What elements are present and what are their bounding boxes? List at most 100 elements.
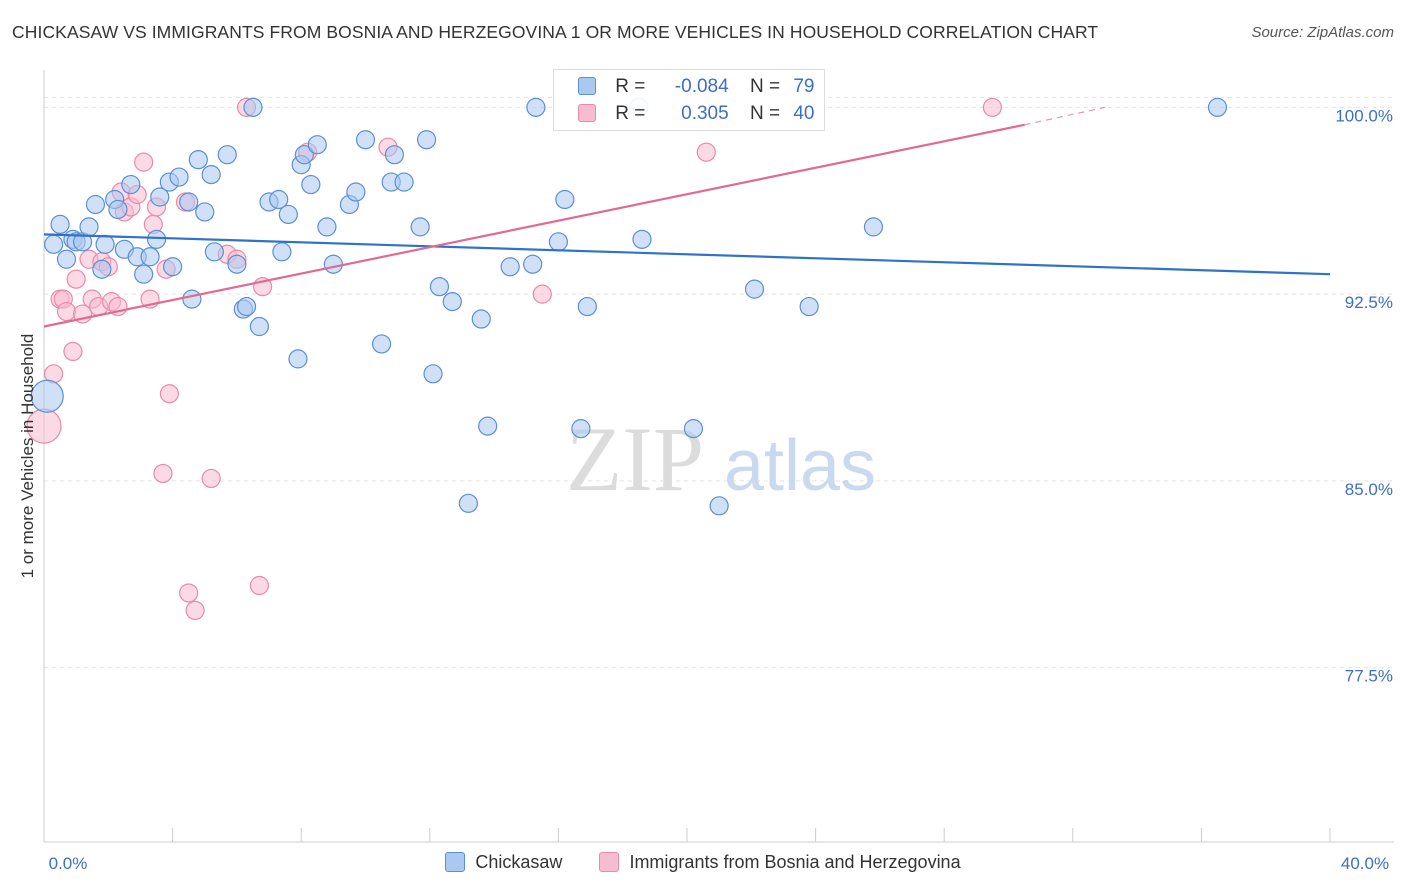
bosnia-point [134, 152, 154, 172]
tick-labels: 77.5% 85.0% 92.5% 100.0% 0.0% 40.0% [49, 106, 1393, 873]
legend-n-value: 40 [793, 103, 815, 124]
bosnia-trend-line [43, 123, 1025, 328]
series-chickasaw-points [30, 97, 1228, 516]
legend-item-bosnia: Immigrants from Bosnia and Herzegovina [599, 852, 961, 873]
chickasaw-point [204, 242, 224, 262]
legend-swatch-pink [578, 104, 596, 122]
legend-row-bosnia: R = 0.305 N = 40 [578, 103, 814, 125]
chickasaw-point [548, 232, 569, 252]
chickasaw-point [92, 259, 112, 279]
x-tick-label: 40.0% [1341, 854, 1389, 873]
legend-r-label: R = [615, 103, 646, 124]
chickasaw-point [410, 217, 430, 237]
bosnia-point [201, 468, 221, 489]
bosnia-point [696, 142, 716, 162]
chickasaw-point [50, 214, 70, 234]
legend-n-label: N = [749, 103, 781, 124]
chickasaw-point [863, 217, 884, 237]
chickasaw-point [195, 202, 215, 222]
chickasaw-point [134, 264, 154, 284]
chickasaw-point [471, 309, 491, 329]
chickasaw-point [371, 334, 392, 354]
chickasaw-point [288, 349, 308, 369]
chickasaw-point [182, 289, 202, 309]
legend-r-label: R = [615, 76, 646, 97]
bosnia-point [982, 97, 1003, 117]
legend-n-label: N = [749, 76, 781, 97]
legend-swatch-pink [599, 852, 620, 872]
chickasaw-point [301, 174, 321, 195]
source-label: Source: ZipAtlas.com [1251, 24, 1394, 41]
chickasaw-point [146, 229, 167, 249]
bosnia-point [153, 463, 173, 484]
chickasaw-point [150, 187, 170, 207]
gridlines [44, 96, 1394, 669]
chickasaw-point [571, 419, 591, 439]
axes [43, 70, 1394, 843]
y-tick-label: 92.5% [1345, 293, 1393, 312]
y-tick-label: 85.0% [1345, 480, 1393, 499]
chickasaw-point [269, 189, 289, 210]
chickasaw-point [95, 234, 115, 254]
bosnia-point [185, 600, 205, 621]
chickasaw-point [179, 192, 199, 212]
chickasaw-point [555, 189, 575, 210]
chickasaw-point [294, 145, 315, 165]
chickasaw-point [526, 97, 546, 117]
bosnia-point [532, 284, 552, 304]
bosnia-point [63, 341, 83, 362]
trend-lines [43, 106, 1331, 328]
chickasaw-point [355, 130, 376, 150]
legend-label-bosnia: Immigrants from Bosnia and Herzegovina [629, 852, 961, 872]
chickasaw-point [169, 167, 189, 187]
legend-r-value: -0.084 [674, 76, 729, 97]
watermark-atlas: atlas [724, 426, 876, 506]
chickasaw-point [394, 172, 414, 192]
chickasaw-point [30, 379, 64, 413]
chickasaw-point [1207, 97, 1228, 117]
chickasaw-point [108, 199, 128, 220]
chickasaw-point [577, 296, 597, 317]
chickasaw-point [44, 234, 64, 254]
chickasaw-point [217, 145, 237, 165]
chickasaw-point [709, 496, 729, 516]
chickasaw-trend-line [43, 233, 1331, 276]
chickasaw-point [79, 217, 99, 237]
chickasaw-point [523, 254, 543, 274]
legend-n-value: 79 [793, 76, 815, 97]
chickasaw-point [744, 279, 765, 299]
chickasaw-point [307, 135, 327, 155]
bosnia-point [179, 583, 199, 603]
chickasaw-point [272, 242, 292, 262]
series-bosnia-points [26, 97, 1003, 621]
chickasaw-point [243, 97, 263, 117]
chickasaw-point [278, 204, 298, 225]
bosnia-trend-extension [1024, 106, 1106, 126]
y-tick-label: 77.5% [1345, 667, 1393, 686]
watermark: ZIP atlas [566, 408, 876, 510]
chickasaw-point [500, 257, 520, 277]
chickasaw-point [85, 194, 106, 215]
chickasaw-point [429, 277, 450, 297]
stats-legend: R = -0.084 N = 79 R = 0.305 N = 40 [553, 69, 825, 131]
chickasaw-point [632, 229, 652, 249]
legend-swatch-blue [578, 77, 596, 95]
chickasaw-point [423, 364, 443, 384]
bosnia-point [66, 269, 86, 289]
chickasaw-point [227, 254, 247, 274]
chickasaw-point [201, 164, 221, 185]
legend-r-value: 0.305 [681, 103, 729, 124]
legend-swatch-blue [445, 852, 466, 872]
chickasaw-point [416, 130, 437, 150]
bosnia-point [249, 575, 270, 596]
chickasaw-point [384, 145, 405, 165]
chickasaw-point [163, 257, 183, 277]
y-axis-label: 1 or more Vehicles in Household [18, 333, 37, 579]
chickasaw-point [140, 247, 160, 267]
bosnia-point [56, 301, 77, 322]
bosnia-point [159, 384, 179, 404]
chickasaw-point [458, 493, 478, 513]
chickasaw-point [323, 254, 343, 274]
y-tick-label: 100.0% [1335, 106, 1393, 125]
